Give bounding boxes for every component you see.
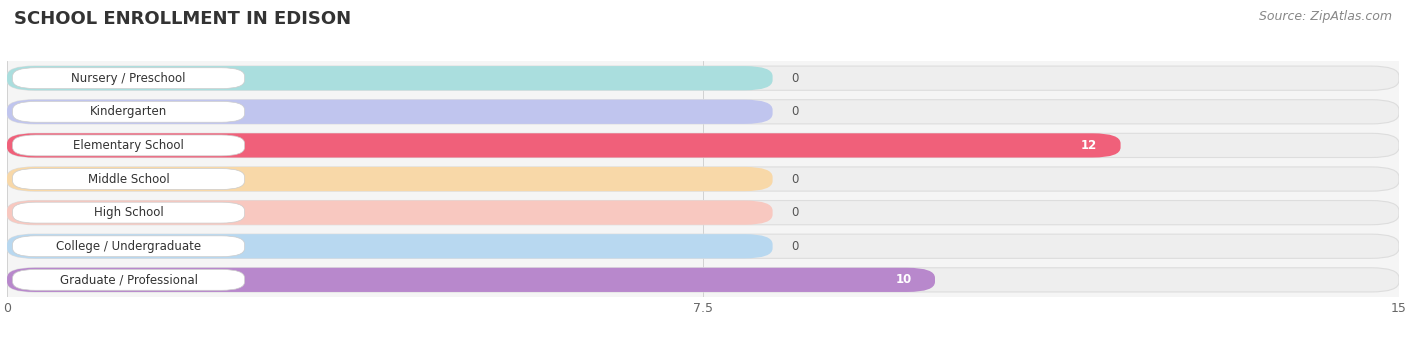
FancyBboxPatch shape: [7, 133, 1399, 158]
Text: 10: 10: [896, 273, 912, 286]
FancyBboxPatch shape: [7, 133, 1121, 158]
FancyBboxPatch shape: [13, 202, 245, 223]
Text: Graduate / Professional: Graduate / Professional: [59, 273, 198, 286]
Text: 0: 0: [792, 173, 799, 186]
FancyBboxPatch shape: [7, 66, 1399, 90]
FancyBboxPatch shape: [7, 100, 773, 124]
FancyBboxPatch shape: [13, 168, 245, 190]
Text: Kindergarten: Kindergarten: [90, 105, 167, 118]
Text: 12: 12: [1081, 139, 1098, 152]
FancyBboxPatch shape: [13, 269, 245, 290]
Text: 0: 0: [792, 240, 799, 253]
Text: College / Undergraduate: College / Undergraduate: [56, 240, 201, 253]
Text: SCHOOL ENROLLMENT IN EDISON: SCHOOL ENROLLMENT IN EDISON: [14, 10, 352, 28]
FancyBboxPatch shape: [7, 201, 773, 225]
FancyBboxPatch shape: [7, 234, 1399, 258]
FancyBboxPatch shape: [13, 101, 245, 122]
FancyBboxPatch shape: [7, 167, 773, 191]
FancyBboxPatch shape: [7, 100, 1399, 124]
FancyBboxPatch shape: [7, 201, 1399, 225]
FancyBboxPatch shape: [13, 135, 245, 156]
FancyBboxPatch shape: [7, 268, 935, 292]
Text: Middle School: Middle School: [87, 173, 170, 186]
FancyBboxPatch shape: [13, 236, 245, 257]
Text: Source: ZipAtlas.com: Source: ZipAtlas.com: [1258, 10, 1392, 23]
FancyBboxPatch shape: [7, 167, 1399, 191]
Text: 0: 0: [792, 105, 799, 118]
Text: 0: 0: [792, 72, 799, 85]
Text: 0: 0: [792, 206, 799, 219]
FancyBboxPatch shape: [13, 68, 245, 89]
Text: Elementary School: Elementary School: [73, 139, 184, 152]
FancyBboxPatch shape: [7, 66, 773, 90]
Text: Nursery / Preschool: Nursery / Preschool: [72, 72, 186, 85]
FancyBboxPatch shape: [7, 234, 773, 258]
FancyBboxPatch shape: [7, 268, 1399, 292]
Text: High School: High School: [94, 206, 163, 219]
